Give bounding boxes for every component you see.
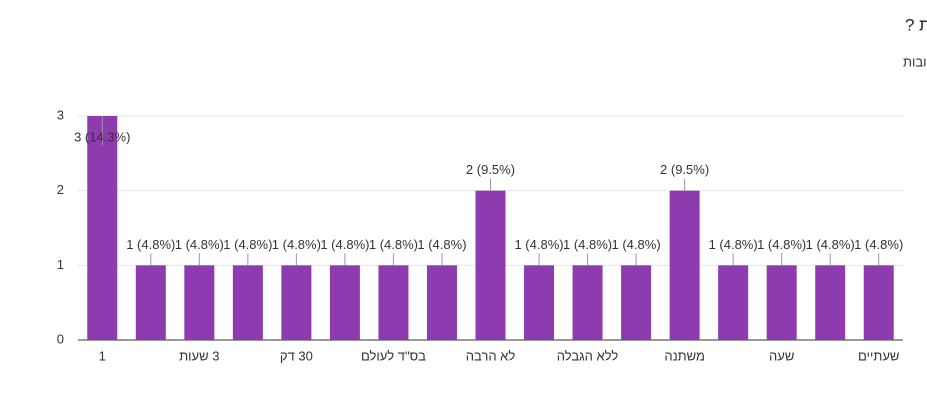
bar bbox=[426, 265, 457, 340]
value-label: 1 (4.8%) bbox=[612, 237, 661, 252]
y-tick-label: 2 bbox=[57, 182, 64, 197]
value-label: 1 (4.8%) bbox=[563, 237, 612, 252]
value-label: 1 (4.8%) bbox=[854, 237, 903, 252]
chart-title: כמה שעות אני מסוגל ללמוד לבד - ללא סביבה… bbox=[905, 15, 927, 34]
value-label: 1 (4.8%) bbox=[320, 237, 369, 252]
bar bbox=[87, 116, 118, 340]
y-tick-label: 1 bbox=[57, 257, 64, 272]
value-label: 1 (4.8%) bbox=[223, 237, 272, 252]
x-tick-label: 1 bbox=[99, 348, 106, 363]
value-label: 2 (9.5%) bbox=[660, 162, 709, 177]
bar bbox=[184, 265, 215, 340]
bar bbox=[669, 190, 700, 340]
bar bbox=[232, 265, 263, 340]
value-label: 1 (4.8%) bbox=[272, 237, 321, 252]
y-tick-label: 0 bbox=[57, 331, 64, 346]
bar bbox=[135, 265, 166, 340]
x-tick-label: שעתיים bbox=[858, 348, 899, 363]
bar bbox=[281, 265, 312, 340]
chart-subtitle: 21 תגובות bbox=[903, 54, 927, 69]
bar bbox=[524, 265, 555, 340]
bar bbox=[378, 265, 409, 340]
bar bbox=[329, 265, 360, 340]
value-label: 1 (4.8%) bbox=[175, 237, 224, 252]
x-tick-label: שעה bbox=[769, 348, 794, 363]
x-tick-label: בס"ד לעולם bbox=[361, 348, 426, 363]
value-label: 1 (4.8%) bbox=[417, 237, 466, 252]
value-label: 2 (9.5%) bbox=[466, 162, 515, 177]
x-tick-label: 30 דק bbox=[280, 348, 313, 363]
value-label: 1 (4.8%) bbox=[369, 237, 418, 252]
value-label: 3 (14.3%) bbox=[74, 129, 130, 144]
bar bbox=[863, 265, 894, 340]
value-label: 1 (4.8%) bbox=[806, 237, 855, 252]
x-tick-label: 3 שעות bbox=[179, 348, 219, 363]
value-label: 1 (4.8%) bbox=[514, 237, 563, 252]
bar bbox=[815, 265, 846, 340]
x-tick-label: ללא הגבלה bbox=[557, 348, 619, 363]
x-tick-label: משתנה bbox=[664, 348, 705, 363]
value-label: 1 (4.8%) bbox=[709, 237, 758, 252]
bar bbox=[572, 265, 603, 340]
y-tick-label: 3 bbox=[57, 107, 64, 122]
x-tick-label: לא הרבה bbox=[466, 348, 516, 363]
value-label: 1 (4.8%) bbox=[126, 237, 175, 252]
bar bbox=[475, 190, 506, 340]
value-label: 1 (4.8%) bbox=[757, 237, 806, 252]
bar bbox=[718, 265, 749, 340]
bar bbox=[621, 265, 652, 340]
bar bbox=[766, 265, 797, 340]
